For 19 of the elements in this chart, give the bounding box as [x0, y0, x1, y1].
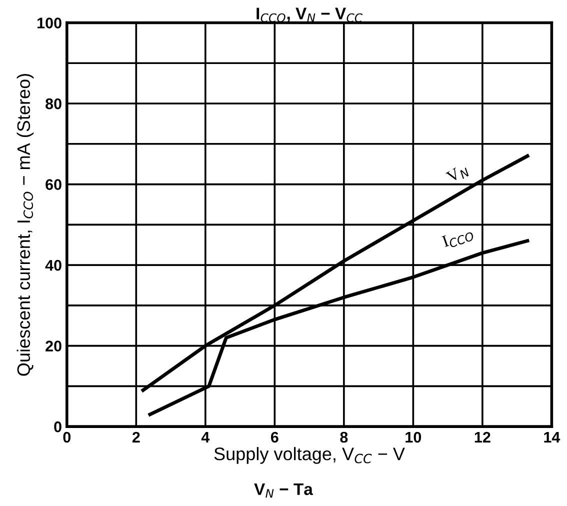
- x-tick-label: 12: [474, 432, 490, 442]
- text: I$_{CCO}$: [442, 226, 474, 250]
- text: V$_{N}$ − Ta: [254, 483, 314, 498]
- y-tick-label: 80: [46, 98, 62, 110]
- y-tick-label: 60: [46, 179, 62, 190]
- x-tick-label: 4: [201, 432, 210, 442]
- text: V$_{N}$: [446, 163, 470, 186]
- x-tick-label: 2: [132, 432, 140, 442]
- x-tick-label: 8: [340, 432, 348, 443]
- y-tick-label: 20: [46, 340, 62, 352]
- x-tick-label: 10: [406, 432, 422, 443]
- y-axis-title: Quiescent current, I$_{CCO}$ − mA (Stereo): [16, 74, 34, 376]
- y-tick-label: 0: [54, 421, 62, 432]
- y-tick-label: 100: [38, 18, 62, 28]
- x-axis-title: Supply voltage, V$_{CC}$ − V: [214, 447, 405, 464]
- x-tick-label: 6: [270, 432, 278, 443]
- x-tick-label: 0: [63, 432, 71, 443]
- x-tick-label: 14: [544, 432, 560, 442]
- y-tick-label: 40: [45, 260, 62, 271]
